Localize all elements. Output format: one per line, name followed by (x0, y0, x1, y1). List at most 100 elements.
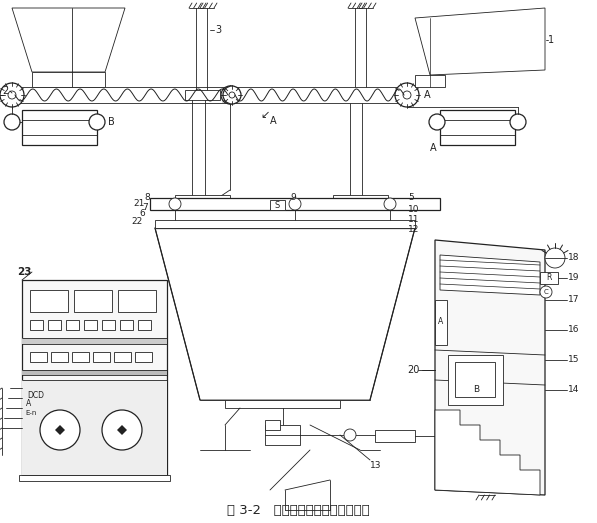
Circle shape (395, 83, 419, 107)
Circle shape (403, 91, 411, 99)
Text: A: A (26, 400, 31, 408)
Bar (455, 362, 495, 397)
Bar (232, 87, 407, 103)
Circle shape (221, 86, 239, 104)
Bar (32, 72, 105, 87)
Bar (415, 75, 445, 87)
Text: 18: 18 (568, 254, 580, 263)
Bar (22, 380, 167, 475)
Bar (118, 290, 156, 312)
Circle shape (289, 198, 301, 210)
Text: 6: 6 (139, 210, 145, 219)
Text: S: S (275, 200, 279, 210)
Bar (155, 220, 415, 228)
Text: B: B (473, 385, 479, 394)
Text: R: R (546, 274, 552, 282)
Bar (375, 430, 415, 442)
Bar (185, 90, 220, 100)
Text: 22: 22 (132, 218, 143, 226)
Circle shape (540, 286, 552, 298)
Text: 7: 7 (142, 203, 148, 212)
Bar (30, 290, 68, 312)
Text: E-n: E-n (25, 410, 36, 416)
Circle shape (223, 86, 241, 104)
Bar (114, 352, 131, 362)
Bar (66, 320, 79, 330)
Text: 图 3-2   数字式多种配料秤结构示意: 图 3-2 数字式多种配料秤结构示意 (227, 504, 370, 517)
Text: ↙: ↙ (260, 110, 270, 120)
Bar (30, 320, 43, 330)
Text: 23: 23 (17, 267, 32, 277)
Bar (51, 352, 68, 362)
Text: 21: 21 (134, 199, 145, 208)
Circle shape (429, 114, 445, 130)
Text: B: B (108, 117, 115, 127)
Circle shape (545, 248, 565, 268)
Bar (435, 300, 447, 345)
Bar (150, 198, 440, 210)
Polygon shape (55, 425, 65, 435)
Circle shape (510, 114, 526, 130)
Circle shape (229, 92, 235, 98)
Polygon shape (117, 425, 127, 435)
Text: 16: 16 (568, 325, 580, 335)
Polygon shape (435, 240, 545, 495)
Bar (225, 400, 340, 408)
Bar (84, 320, 97, 330)
Bar (102, 320, 115, 330)
Text: 10: 10 (408, 206, 420, 214)
Text: 8: 8 (144, 194, 150, 202)
Polygon shape (270, 200, 285, 210)
Text: A: A (270, 116, 276, 126)
Circle shape (89, 114, 105, 130)
Bar (120, 320, 133, 330)
Bar (22, 110, 97, 145)
Text: A: A (424, 90, 430, 100)
Bar (30, 352, 47, 362)
Bar (333, 195, 388, 203)
Bar (448, 355, 503, 405)
Circle shape (344, 429, 356, 441)
Polygon shape (415, 8, 545, 75)
Bar (72, 352, 89, 362)
Text: 14: 14 (568, 385, 579, 394)
Circle shape (8, 91, 16, 99)
Bar (265, 420, 280, 430)
Text: 12: 12 (408, 225, 419, 234)
Text: 9: 9 (290, 194, 296, 202)
Bar (135, 352, 152, 362)
Polygon shape (435, 410, 540, 495)
Polygon shape (155, 228, 415, 400)
Text: 19: 19 (568, 274, 580, 282)
Bar (74, 290, 112, 312)
Bar (343, 90, 378, 100)
Bar (22, 370, 167, 375)
Bar (22, 280, 167, 475)
Bar (12, 87, 232, 103)
Bar (22, 338, 167, 344)
Text: 2: 2 (2, 86, 8, 96)
Bar (265, 425, 300, 445)
Polygon shape (440, 255, 540, 295)
Text: 13: 13 (370, 460, 381, 470)
Bar (19, 475, 170, 481)
Bar (48, 320, 61, 330)
Circle shape (227, 92, 233, 98)
Circle shape (169, 198, 181, 210)
Text: 20: 20 (408, 365, 420, 375)
Bar (440, 110, 515, 145)
Text: 5: 5 (408, 194, 414, 202)
Text: 15: 15 (568, 356, 580, 365)
Text: 3: 3 (215, 25, 221, 35)
Text: 17: 17 (568, 295, 580, 304)
Text: A: A (430, 143, 436, 153)
Circle shape (4, 114, 20, 130)
Circle shape (0, 83, 24, 107)
Text: DCD: DCD (27, 391, 44, 400)
Bar (138, 320, 151, 330)
Text: 1: 1 (548, 35, 554, 45)
Text: C: C (544, 289, 549, 295)
Bar (540, 272, 558, 284)
Bar (175, 195, 230, 203)
Polygon shape (12, 8, 125, 72)
